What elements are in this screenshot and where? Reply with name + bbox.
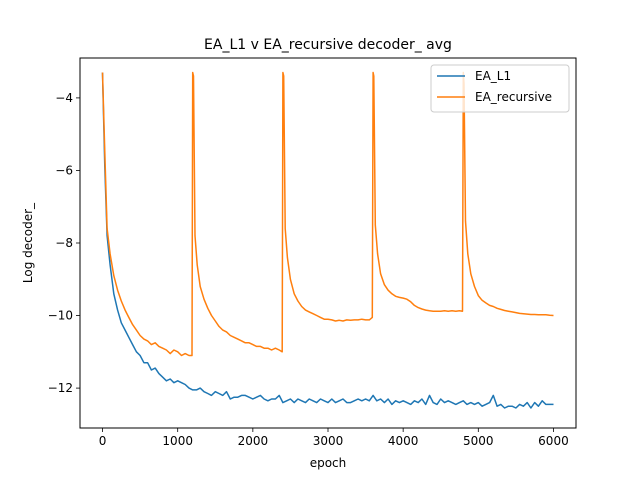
y-tick-label: −4 [55, 91, 73, 105]
legend-box [430, 64, 570, 113]
series-layer [101, 71, 554, 409]
legend-label: EA_recursive [475, 90, 552, 104]
series-line-ea-recursive [101, 71, 554, 357]
x-tick-label: 1000 [162, 434, 193, 448]
x-tick-label: 3000 [313, 434, 344, 448]
y-tick-label: −10 [48, 309, 73, 323]
x-axis-label: epoch [310, 456, 347, 470]
chart-title: EA_L1 v EA_recursive decoder_ avg [204, 37, 452, 53]
y-tick-label: −6 [55, 163, 73, 177]
y-axis-ticks: −12 −10 −8 −6 −4 [48, 91, 80, 395]
x-tick-label: 5000 [463, 434, 494, 448]
legend-label: EA_L1 [475, 69, 511, 83]
x-tick-label: 0 [99, 434, 107, 448]
x-tick-label: 2000 [238, 434, 269, 448]
x-tick-label: 4000 [388, 434, 419, 448]
series-line-ea-l1 [101, 72, 554, 409]
x-axis-ticks: 0 1000 2000 3000 4000 5000 6000 [99, 428, 569, 448]
y-tick-label: −8 [55, 236, 73, 250]
y-axis-label: Log decoder_ [21, 202, 35, 283]
x-tick-label: 6000 [538, 434, 569, 448]
y-tick-label: −12 [48, 381, 73, 395]
legend: EA_L1 EA_recursive [430, 64, 570, 113]
